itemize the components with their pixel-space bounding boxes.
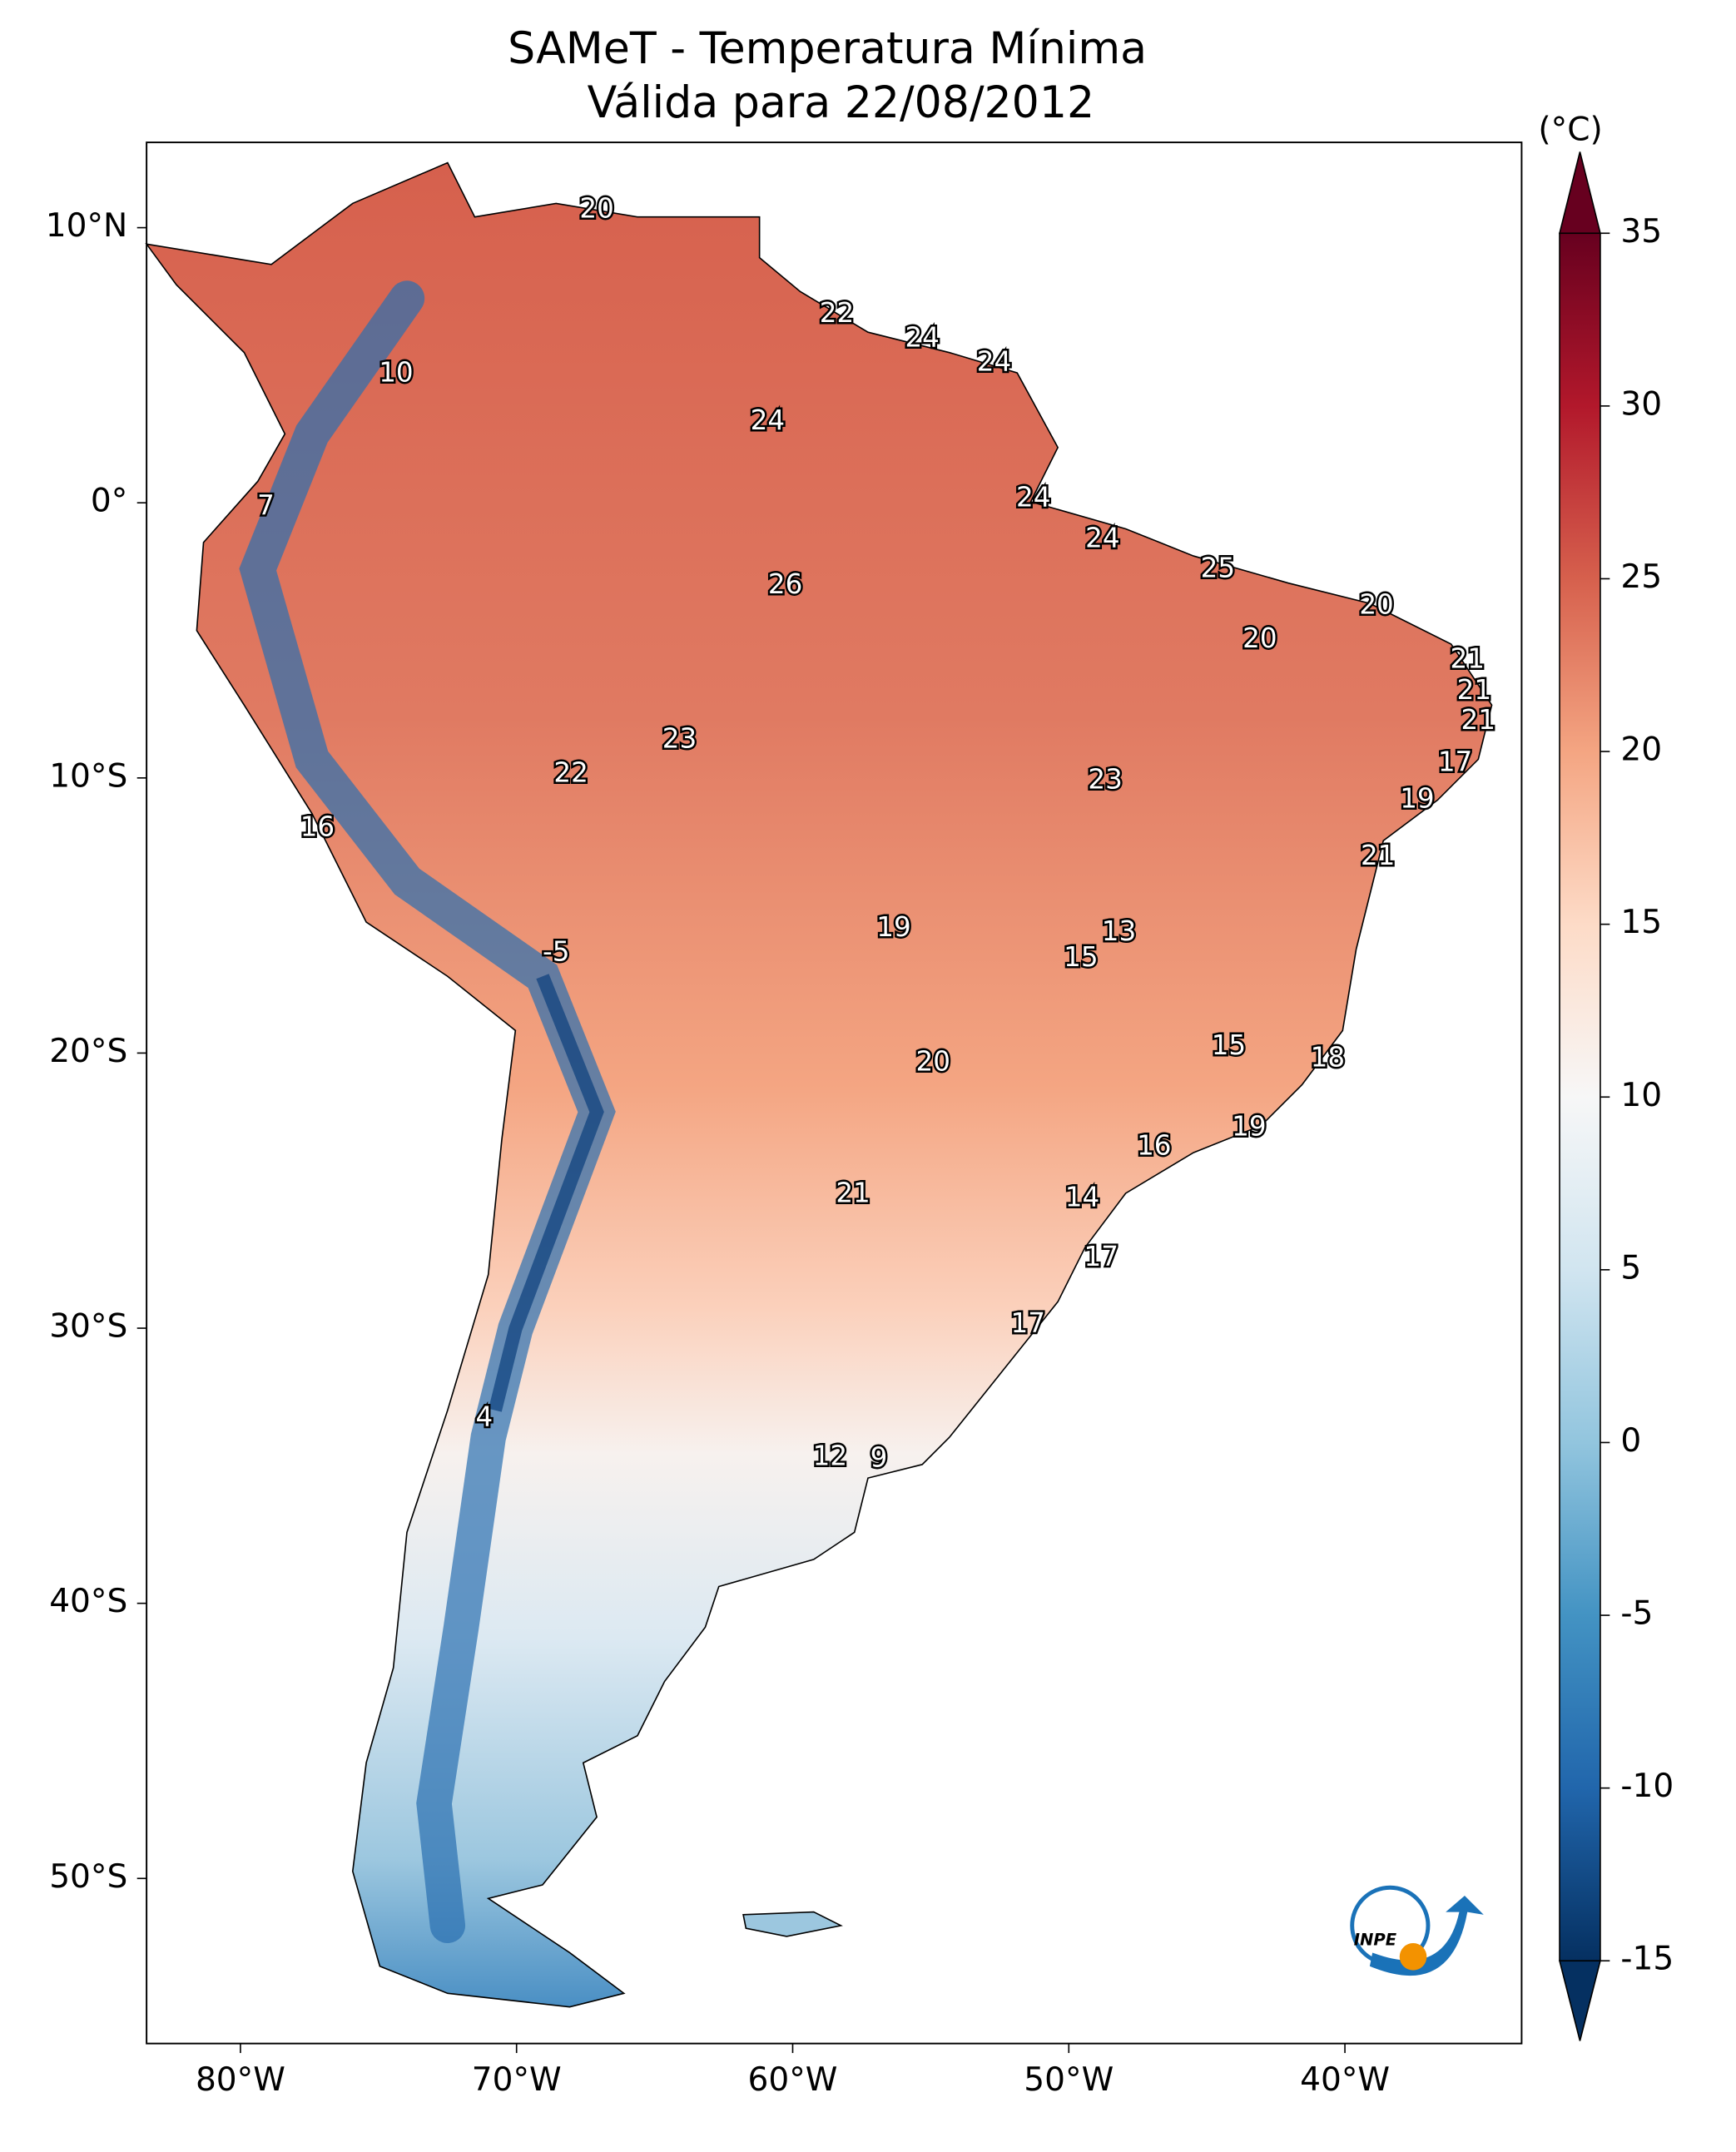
logo: INPE [1350,1885,1484,1976]
y-tick-label: 40°S [49,1583,127,1620]
colorbar [1559,232,1601,1962]
colorbar-extend-min [1558,1960,1601,2041]
y-tick-label: 20°S [49,1033,127,1070]
station-label: 15 [1064,941,1098,973]
station-label: 22 [553,756,588,788]
x-tick-label: 50°W [1024,2061,1114,2099]
station-label: 24 [1016,482,1050,513]
station-label: 17 [1438,746,1472,777]
station-label: 21 [836,1178,870,1209]
y-tick-label: 10°N [46,207,128,245]
colorbar-extend-max [1558,151,1601,235]
station-label: 22 [820,297,854,329]
station-label: 23 [1088,764,1122,796]
logo-text: INPE [1354,1930,1397,1949]
x-tick-label: 40°W [1300,2061,1390,2099]
station-label: 16 [300,811,335,843]
station-label: 18 [1311,1042,1345,1074]
station-label: -5 [543,936,569,968]
map-frame [146,141,1523,2045]
station-label: 19 [876,911,910,943]
station-label: 21 [1451,643,1485,675]
station-label: 20 [1242,622,1277,654]
station-label: 25 [1201,552,1235,583]
colorbar-tick-label: 5 [1620,1249,1641,1287]
title: SAMeT - Temperatura Mínima [508,24,1147,74]
station-label: 21 [1461,704,1495,736]
station-label: 9 [870,1441,888,1473]
colorbar-tick-label: 25 [1620,558,1662,596]
station-label: 12 [813,1440,847,1472]
y-tick-label: 30°S [49,1308,127,1346]
subtitle: Válida para 22/08/2012 [588,78,1095,128]
x-tick-label: 80°W [196,2061,285,2099]
colorbar-tick-label: 0 [1620,1422,1641,1460]
colorbar-tick-label: -10 [1620,1768,1674,1805]
station-label: 23 [662,723,697,755]
station-label: 19 [1400,782,1434,814]
islands [742,1911,843,1937]
station-label: 7 [257,489,275,521]
station-label: 21 [1361,840,1395,871]
station-label: 14 [1065,1181,1099,1212]
logo-arrow [1369,1896,1484,1976]
colorbar-tick-label: 20 [1620,731,1662,769]
station-label: 26 [768,568,802,600]
station-label: 24 [1085,523,1119,554]
station-label: 20 [915,1046,950,1078]
station-label: 21 [1457,674,1491,706]
colorbar-tick-label: 15 [1620,904,1662,941]
colorbar-unit: (°C) [1538,112,1602,149]
colorbar-tick-label: 10 [1620,1077,1662,1114]
station-label: 4 [475,1401,493,1432]
logo-dot [1399,1943,1427,1971]
station-label: 24 [977,346,1011,378]
station-label: 20 [1359,588,1393,620]
station-label: 17 [1011,1307,1045,1339]
station-label: 20 [579,193,613,225]
continent [145,161,1493,2008]
station-label: 16 [1137,1130,1171,1162]
station-label: 17 [1084,1241,1118,1272]
colorbar-tick-label: -15 [1620,1941,1674,1978]
colorbar-tick-label: -5 [1620,1595,1653,1633]
y-tick-label: 50°S [49,1858,127,1896]
station-label: 24 [751,404,785,436]
station-label: 24 [905,321,939,353]
colorbar-tick-label: 30 [1620,385,1662,423]
station-label: 13 [1102,915,1136,947]
station-label: 15 [1212,1029,1246,1061]
x-tick-label: 60°W [748,2061,838,2099]
x-tick-label: 70°W [472,2061,562,2099]
y-tick-label: 10°S [49,757,127,795]
colorbar-tick-label: 35 [1620,213,1662,250]
andes-core [488,974,604,1412]
y-tick-label: 0° [91,483,127,520]
station-label: 19 [1232,1111,1266,1143]
station-label: 10 [379,357,413,389]
